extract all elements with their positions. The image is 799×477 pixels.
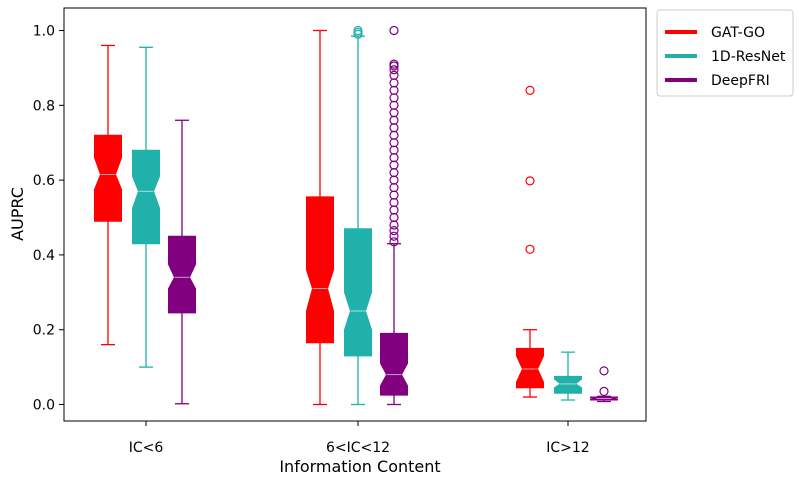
outlier-point — [389, 231, 399, 241]
notched-box — [168, 235, 196, 314]
plot-area — [94, 25, 618, 406]
x-tick-label: 6<IC<12 — [326, 440, 390, 456]
outlier-point — [389, 65, 399, 75]
outlier-point — [353, 25, 363, 36]
outlier-point — [389, 70, 399, 80]
x-tick-label: IC<6 — [129, 440, 164, 456]
outlier-point — [599, 366, 609, 376]
notched-box — [94, 134, 122, 222]
outlier-point — [389, 59, 399, 69]
legend: GAT-GO 1D-ResNet DeepFRI — [656, 9, 794, 97]
y-tick-label: 0.6 — [33, 173, 55, 189]
series-deepfri — [168, 25, 618, 406]
outlier-point — [525, 176, 535, 186]
y-axis-label: AUPRC — [8, 187, 27, 241]
notched-box — [344, 228, 372, 357]
y-tick-label: 1.0 — [33, 24, 55, 40]
series-1d-resnet — [132, 25, 582, 406]
notched-box — [306, 196, 334, 344]
legend-label: GAT-GO — [711, 25, 765, 41]
y-tick-label: 0.2 — [33, 323, 55, 339]
notched-box — [554, 375, 582, 394]
outlier-point — [389, 225, 399, 236]
notched-box — [380, 332, 408, 396]
notched-box — [516, 347, 544, 389]
outlier-point — [389, 237, 399, 247]
outlier-point — [525, 85, 535, 95]
plot-frame — [63, 7, 647, 422]
legend-label: DeepFRI — [711, 73, 770, 89]
y-tick-label: 0.0 — [33, 398, 55, 414]
outlier-point — [389, 25, 399, 36]
notched-box — [132, 149, 160, 245]
series-gat-go — [94, 29, 544, 406]
x-tick-label: IC>12 — [546, 440, 589, 456]
legend-label: 1D-ResNet — [711, 49, 786, 65]
x-axis: IC<6 6<IC<12 IC>12 — [129, 421, 590, 456]
outlier-point — [525, 244, 535, 254]
y-axis: 0.0 0.2 0.4 0.6 0.8 1.0 — [33, 24, 64, 414]
outlier-point — [599, 386, 609, 397]
y-tick-label: 0.8 — [33, 98, 55, 114]
y-tick-label: 0.4 — [33, 248, 55, 264]
x-axis-label: Information Content — [279, 457, 440, 476]
